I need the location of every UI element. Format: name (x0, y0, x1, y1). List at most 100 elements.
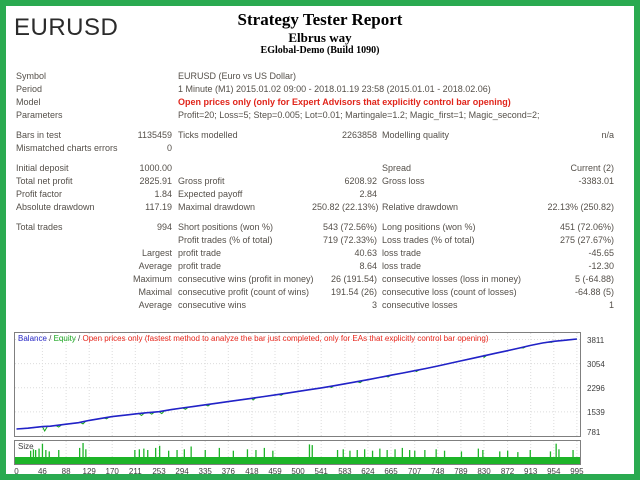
label-col-3: Relative drawdown (382, 202, 459, 212)
row-label: Period (16, 84, 43, 94)
table-row: Average profit trade 8.64 loss trade -12.30 (6, 260, 634, 273)
label-col-3: consecutive losses (382, 300, 458, 310)
x-axis-tick-label: 129 (82, 467, 96, 476)
y-axis-tick-label: 3054 (587, 359, 605, 369)
row-value: Open prices only (only for Expert Adviso… (178, 97, 511, 107)
x-axis-tick-label: 995 (570, 467, 584, 476)
value-col-2: 3 (371, 300, 377, 310)
value-col-2: 6208.92 (344, 176, 377, 186)
row-value: 1 Minute (M1) 2015.01.02 09:00 - 2018.01… (178, 84, 491, 94)
value-col-3: 1 (608, 300, 614, 310)
balance-chart-panel: Balance / Equity / Open prices only (fas… (14, 332, 581, 437)
x-axis-tick-label: 46 (37, 467, 47, 476)
value-col-3: -12.30 (588, 261, 614, 271)
label-col-3: loss trade (382, 248, 422, 258)
value-col-3: 22.13% (250.82) (547, 202, 614, 212)
x-axis-tick-label: 418 (245, 467, 259, 476)
x-axis-tick-label: 830 (477, 467, 491, 476)
value-col-1: Maximal (138, 287, 172, 297)
table-row: Profit factor 1.84 Expected payoff 2.84 (6, 188, 634, 201)
table-row: Parameters Profit=20; Loss=5; Step=0.005;… (6, 109, 634, 122)
value-col-2: 26 (191.54) (330, 274, 377, 284)
legend-separator-1: / (46, 334, 54, 343)
value-col-1: 2825.91 (139, 176, 172, 186)
value-col-3: 5 (-64.88) (574, 274, 614, 284)
row-label: Parameters (16, 110, 63, 120)
table-row: Maximal consecutive profit (count of wins… (6, 286, 634, 299)
row-label: Model (16, 97, 41, 107)
x-axis-tick-label: 583 (338, 467, 352, 476)
value-col-3: -3383.01 (578, 176, 614, 186)
x-axis-tick-label: 707 (408, 467, 422, 476)
equity-legend-label: Equity (53, 334, 76, 343)
label-col-3: consecutive loss (count of losses) (382, 287, 517, 297)
y-axis-tick-label: 3811 (587, 335, 605, 345)
value-col-1: Largest (141, 248, 172, 258)
table-row: Initial deposit 1000.00 Spread Current (2) (6, 162, 634, 175)
table-row: Bars in test 1135459 Ticks modelled 2263858… (6, 129, 634, 142)
x-axis-tick-label: 0 (14, 467, 19, 476)
x-axis-tick-label: 913 (524, 467, 538, 476)
balance-chart: Balance / Equity / Open prices only (fas… (14, 326, 630, 478)
value-col-3: n/a (601, 130, 614, 140)
report-header: EURUSD Strategy Tester Report Elbrus way… (6, 6, 634, 62)
label-col-2: consecutive profit (count of wins) (178, 287, 310, 297)
row-label: Total net profit (16, 176, 73, 186)
label-col-3: Long positions (won %) (382, 222, 476, 232)
strategy-name: Elbrus way (288, 30, 352, 45)
x-axis-tick-label: 211 (128, 467, 142, 476)
title-block: Strategy Tester Report Elbrus way EGloba… (6, 6, 634, 57)
table-row: Absolute drawdown 117.19 Maximal drawdown 2… (6, 201, 634, 214)
report-table: Symbol EURUSD (Euro vs US Dollar) Period 1 … (6, 70, 634, 312)
label-col-2: Maximal drawdown (178, 202, 256, 212)
label-col-3: Spread (382, 163, 412, 173)
label-col-3: Gross loss (382, 176, 425, 186)
table-row: Profit trades (% of total) 719 (72.33%) Lo… (6, 234, 634, 247)
size-panel: Size (14, 440, 581, 465)
row-value: EURUSD (Euro vs US Dollar) (178, 71, 297, 81)
value-col-2: 2.84 (359, 189, 377, 199)
report-title: Strategy Tester Report (237, 10, 403, 29)
value-col-2: 191.54 (26) (330, 287, 377, 297)
model-note: Open prices only (fastest method to anal… (82, 334, 489, 343)
equity-line (16, 338, 577, 433)
value-col-1: 1135459 (137, 130, 172, 140)
value-col-1: Maximum (132, 274, 172, 284)
row-label: Profit factor (16, 189, 63, 199)
chart-legend: Balance / Equity / Open prices only (fas… (18, 334, 489, 343)
row-label: Bars in test (16, 130, 62, 140)
balance-legend-label: Balance (18, 334, 47, 343)
label-col-2: Profit trades (% of total) (178, 235, 273, 245)
x-axis-tick-label: 376 (221, 467, 235, 476)
table-row-spacer (6, 122, 634, 129)
label-col-2: Short positions (won %) (178, 222, 274, 232)
label-col-3: loss trade (382, 261, 422, 271)
table-row-spacer (6, 155, 634, 162)
value-col-1: 117.19 (145, 202, 172, 212)
table-row: Total net profit 2825.91 Gross profit 6208.… (6, 175, 634, 188)
x-axis-tick-label: 789 (454, 467, 468, 476)
table-row: Average consecutive wins 3 consecutive loss… (6, 299, 634, 312)
x-axis-tick-label: 500 (291, 467, 305, 476)
table-row-spacer (6, 214, 634, 221)
balance-line (16, 338, 577, 430)
value-col-2: 250.82 (22.13%) (312, 202, 379, 212)
value-col-2: 40.63 (354, 248, 377, 258)
value-col-1: 0 (166, 143, 172, 153)
value-col-1: 1000.00 (139, 163, 172, 173)
x-axis-tick-label: 459 (268, 467, 282, 476)
value-col-2: 8.64 (359, 261, 377, 271)
legend-separator-2: / (75, 334, 83, 343)
row-label: Total trades (16, 222, 63, 232)
table-row: Total trades 994 Short positions (won %) 54… (6, 221, 634, 234)
y-axis-tick-label: 781 (587, 428, 601, 437)
value-col-3: -45.65 (588, 248, 614, 258)
label-col-2: Ticks modelled (178, 130, 238, 140)
label-col-2: profit trade (178, 248, 222, 258)
label-col-2: consecutive wins (178, 300, 247, 310)
value-col-2: 719 (72.33%) (322, 235, 377, 245)
size-panel-label: Size (18, 442, 34, 451)
server-build: EGlobal-Demo (Build 1090) (260, 45, 380, 56)
y-axis-tick-label: 2296 (587, 383, 605, 393)
table-row: Mismatched charts errors 0 (6, 142, 634, 155)
